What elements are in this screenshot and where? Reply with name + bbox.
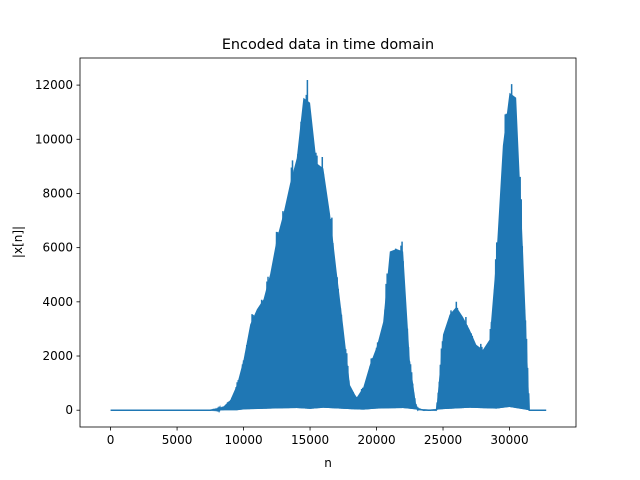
x-tick-label: 15000 xyxy=(291,433,329,447)
y-axis-label: |x[n]| xyxy=(11,226,25,258)
x-tick-label: 5000 xyxy=(162,433,193,447)
y-axis-ticks: 0 2000 4000 6000 8000 10000 12000 xyxy=(35,78,80,417)
y-tick-label: 0 xyxy=(65,403,73,417)
x-tick-label: 10000 xyxy=(224,433,262,447)
y-tick-label: 10000 xyxy=(35,132,73,146)
series-layer xyxy=(110,80,547,414)
x-tick-label: 30000 xyxy=(490,433,528,447)
y-tick-label: 8000 xyxy=(42,186,73,200)
x-tick-label: 25000 xyxy=(424,433,462,447)
chart-title: Encoded data in time domain xyxy=(222,37,434,53)
y-tick-label: 2000 xyxy=(42,349,73,363)
axes-frame xyxy=(79,57,577,428)
y-tick-label: 12000 xyxy=(35,78,73,92)
x-tick-label: 20000 xyxy=(357,433,395,447)
x-tick-label: 0 xyxy=(107,433,115,447)
x-axis-label: n xyxy=(324,456,332,470)
signal-envelope-fill xyxy=(110,92,547,411)
y-tick-label: 4000 xyxy=(42,295,73,309)
y-tick-label: 6000 xyxy=(42,241,73,255)
x-axis-ticks: 0 5000 10000 15000 20000 25000 30000 xyxy=(107,427,529,447)
